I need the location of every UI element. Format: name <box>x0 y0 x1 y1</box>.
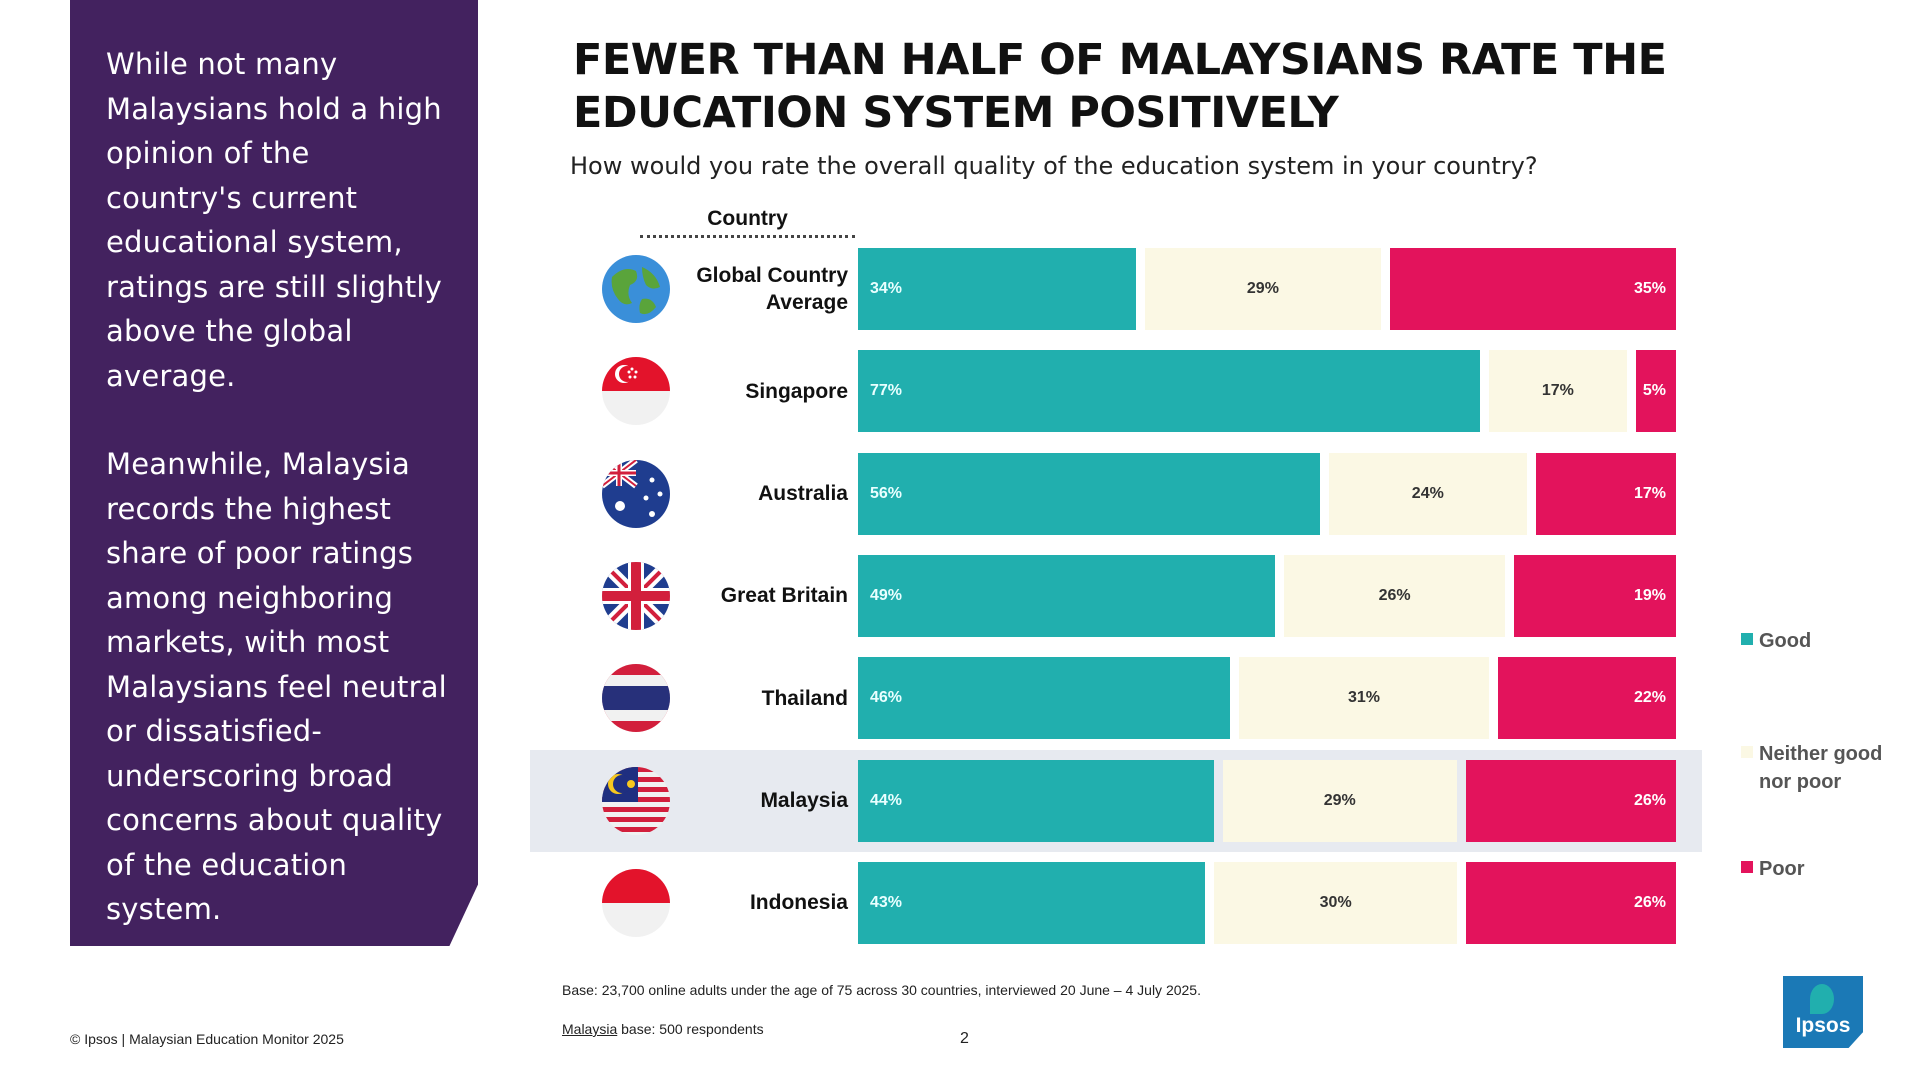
data-label: 44% <box>870 791 903 809</box>
sidebar-paragraph-1: While not many Malaysians hold a high op… <box>106 47 443 393</box>
data-label: 22% <box>1633 689 1666 707</box>
data-label: 46% <box>870 689 903 707</box>
bar-global-country-average-good: 34% <box>858 248 1136 330</box>
ipsos-logo-text: Ipsos <box>1795 1014 1851 1037</box>
bar-australia-neither-good-nor-poor: 24% <box>1328 452 1527 535</box>
data-label: 49% <box>870 586 903 604</box>
chart-subtitle: How would you rate the overall quality o… <box>570 152 1538 180</box>
bar-indonesia-neither-good-nor-poor: 30% <box>1214 861 1457 944</box>
category-label-great-britain: Great Britain <box>720 584 848 608</box>
data-label: 17% <box>1541 382 1574 400</box>
category-label-singapore: Singapore <box>745 379 848 403</box>
data-label: 29% <box>1246 280 1279 297</box>
data-label: 30% <box>1319 893 1352 911</box>
data-label: 34% <box>870 280 903 297</box>
bar-indonesia-poor: 26% <box>1465 861 1676 944</box>
malaysia-base-footnote: Malaysia base: 500 respondents <box>562 1021 764 1037</box>
data-label: 5% <box>1642 382 1666 400</box>
sidebar-paragraph-2: Meanwhile, Malaysia records the highest … <box>106 447 447 926</box>
data-label: 29% <box>1323 791 1356 809</box>
malaysia-base-label: Malaysia <box>562 1021 618 1037</box>
bar-australia-good: 56% <box>858 452 1320 535</box>
category-label-malaysia: Malaysia <box>760 789 848 812</box>
sidebar-panel: While not many Malaysians hold a high op… <box>70 0 478 946</box>
bar-thailand-neither-good-nor-poor: 31% <box>1238 657 1490 740</box>
thailand-flag-icon <box>602 664 670 733</box>
data-label: 77% <box>870 382 903 400</box>
bar-great-britain-good: 49% <box>858 554 1276 637</box>
legend-item-neither-good-nor-poor: Neither good nor poor <box>1741 740 1882 796</box>
bar-great-britain-neither-good-nor-poor: 26% <box>1284 554 1506 637</box>
data-label: 43% <box>870 893 903 911</box>
bar-thailand-poor: 22% <box>1498 657 1676 740</box>
bar-thailand-good: 46% <box>858 657 1230 740</box>
base-footnote: Base: 23,700 online adults under the age… <box>562 982 1201 998</box>
malaysia-base-text: base: 500 respondents <box>617 1021 764 1037</box>
category-label-indonesia: Indonesia <box>749 891 848 915</box>
chart-title: FEWER THAN HALF OF MALAYSIANS RATE THE E… <box>573 35 1667 138</box>
legend-item-poor: Poor <box>1741 855 1805 883</box>
bar-singapore-poor: 5% <box>1635 350 1676 433</box>
bar-australia-poor: 17% <box>1535 452 1676 535</box>
page-number: 2 <box>960 1030 969 1047</box>
data-label: 24% <box>1411 484 1444 502</box>
legend-swatch <box>1741 633 1753 645</box>
bar-great-britain-poor: 19% <box>1514 554 1676 637</box>
country-column-header: Country <box>640 207 855 238</box>
sidebar-text: While not many Malaysians hold a high op… <box>106 42 451 946</box>
bar-malaysia-good: 44% <box>858 759 1214 842</box>
data-label: 26% <box>1633 893 1666 911</box>
data-label: 26% <box>1633 791 1666 809</box>
malaysia-flag-icon <box>602 766 670 835</box>
legend-swatch <box>1741 861 1753 873</box>
bar-global-country-average-poor: 35% <box>1390 248 1676 330</box>
category-label-global-country-average: Global Country Average <box>696 264 848 314</box>
globe-icon <box>602 255 670 323</box>
data-label: 17% <box>1633 484 1666 502</box>
bar-indonesia-good: 43% <box>858 861 1206 944</box>
data-label: 26% <box>1378 586 1411 604</box>
ipsos-logo: Ipsos <box>1783 976 1863 1048</box>
data-label: 31% <box>1347 689 1380 707</box>
bar-singapore-good: 77% <box>858 350 1481 433</box>
data-label: 19% <box>1633 586 1666 604</box>
bar-singapore-neither-good-nor-poor: 17% <box>1489 350 1627 433</box>
category-label-australia: Australia <box>758 482 848 506</box>
bar-malaysia-poor: 26% <box>1465 759 1676 842</box>
bar-malaysia-neither-good-nor-poor: 29% <box>1222 759 1457 842</box>
data-label: 35% <box>1633 280 1666 297</box>
copyright-text: © Ipsos | Malaysian Education Monitor 20… <box>70 1031 344 1047</box>
category-label-thailand: Thailand <box>761 686 848 710</box>
data-label: 56% <box>870 484 903 502</box>
ipsos-logo-mark <box>1810 984 1834 1014</box>
bar-global-country-average-neither-good-nor-poor: 29% <box>1144 248 1382 330</box>
legend-swatch <box>1741 746 1753 758</box>
legend-item-good: Good <box>1741 627 1811 655</box>
